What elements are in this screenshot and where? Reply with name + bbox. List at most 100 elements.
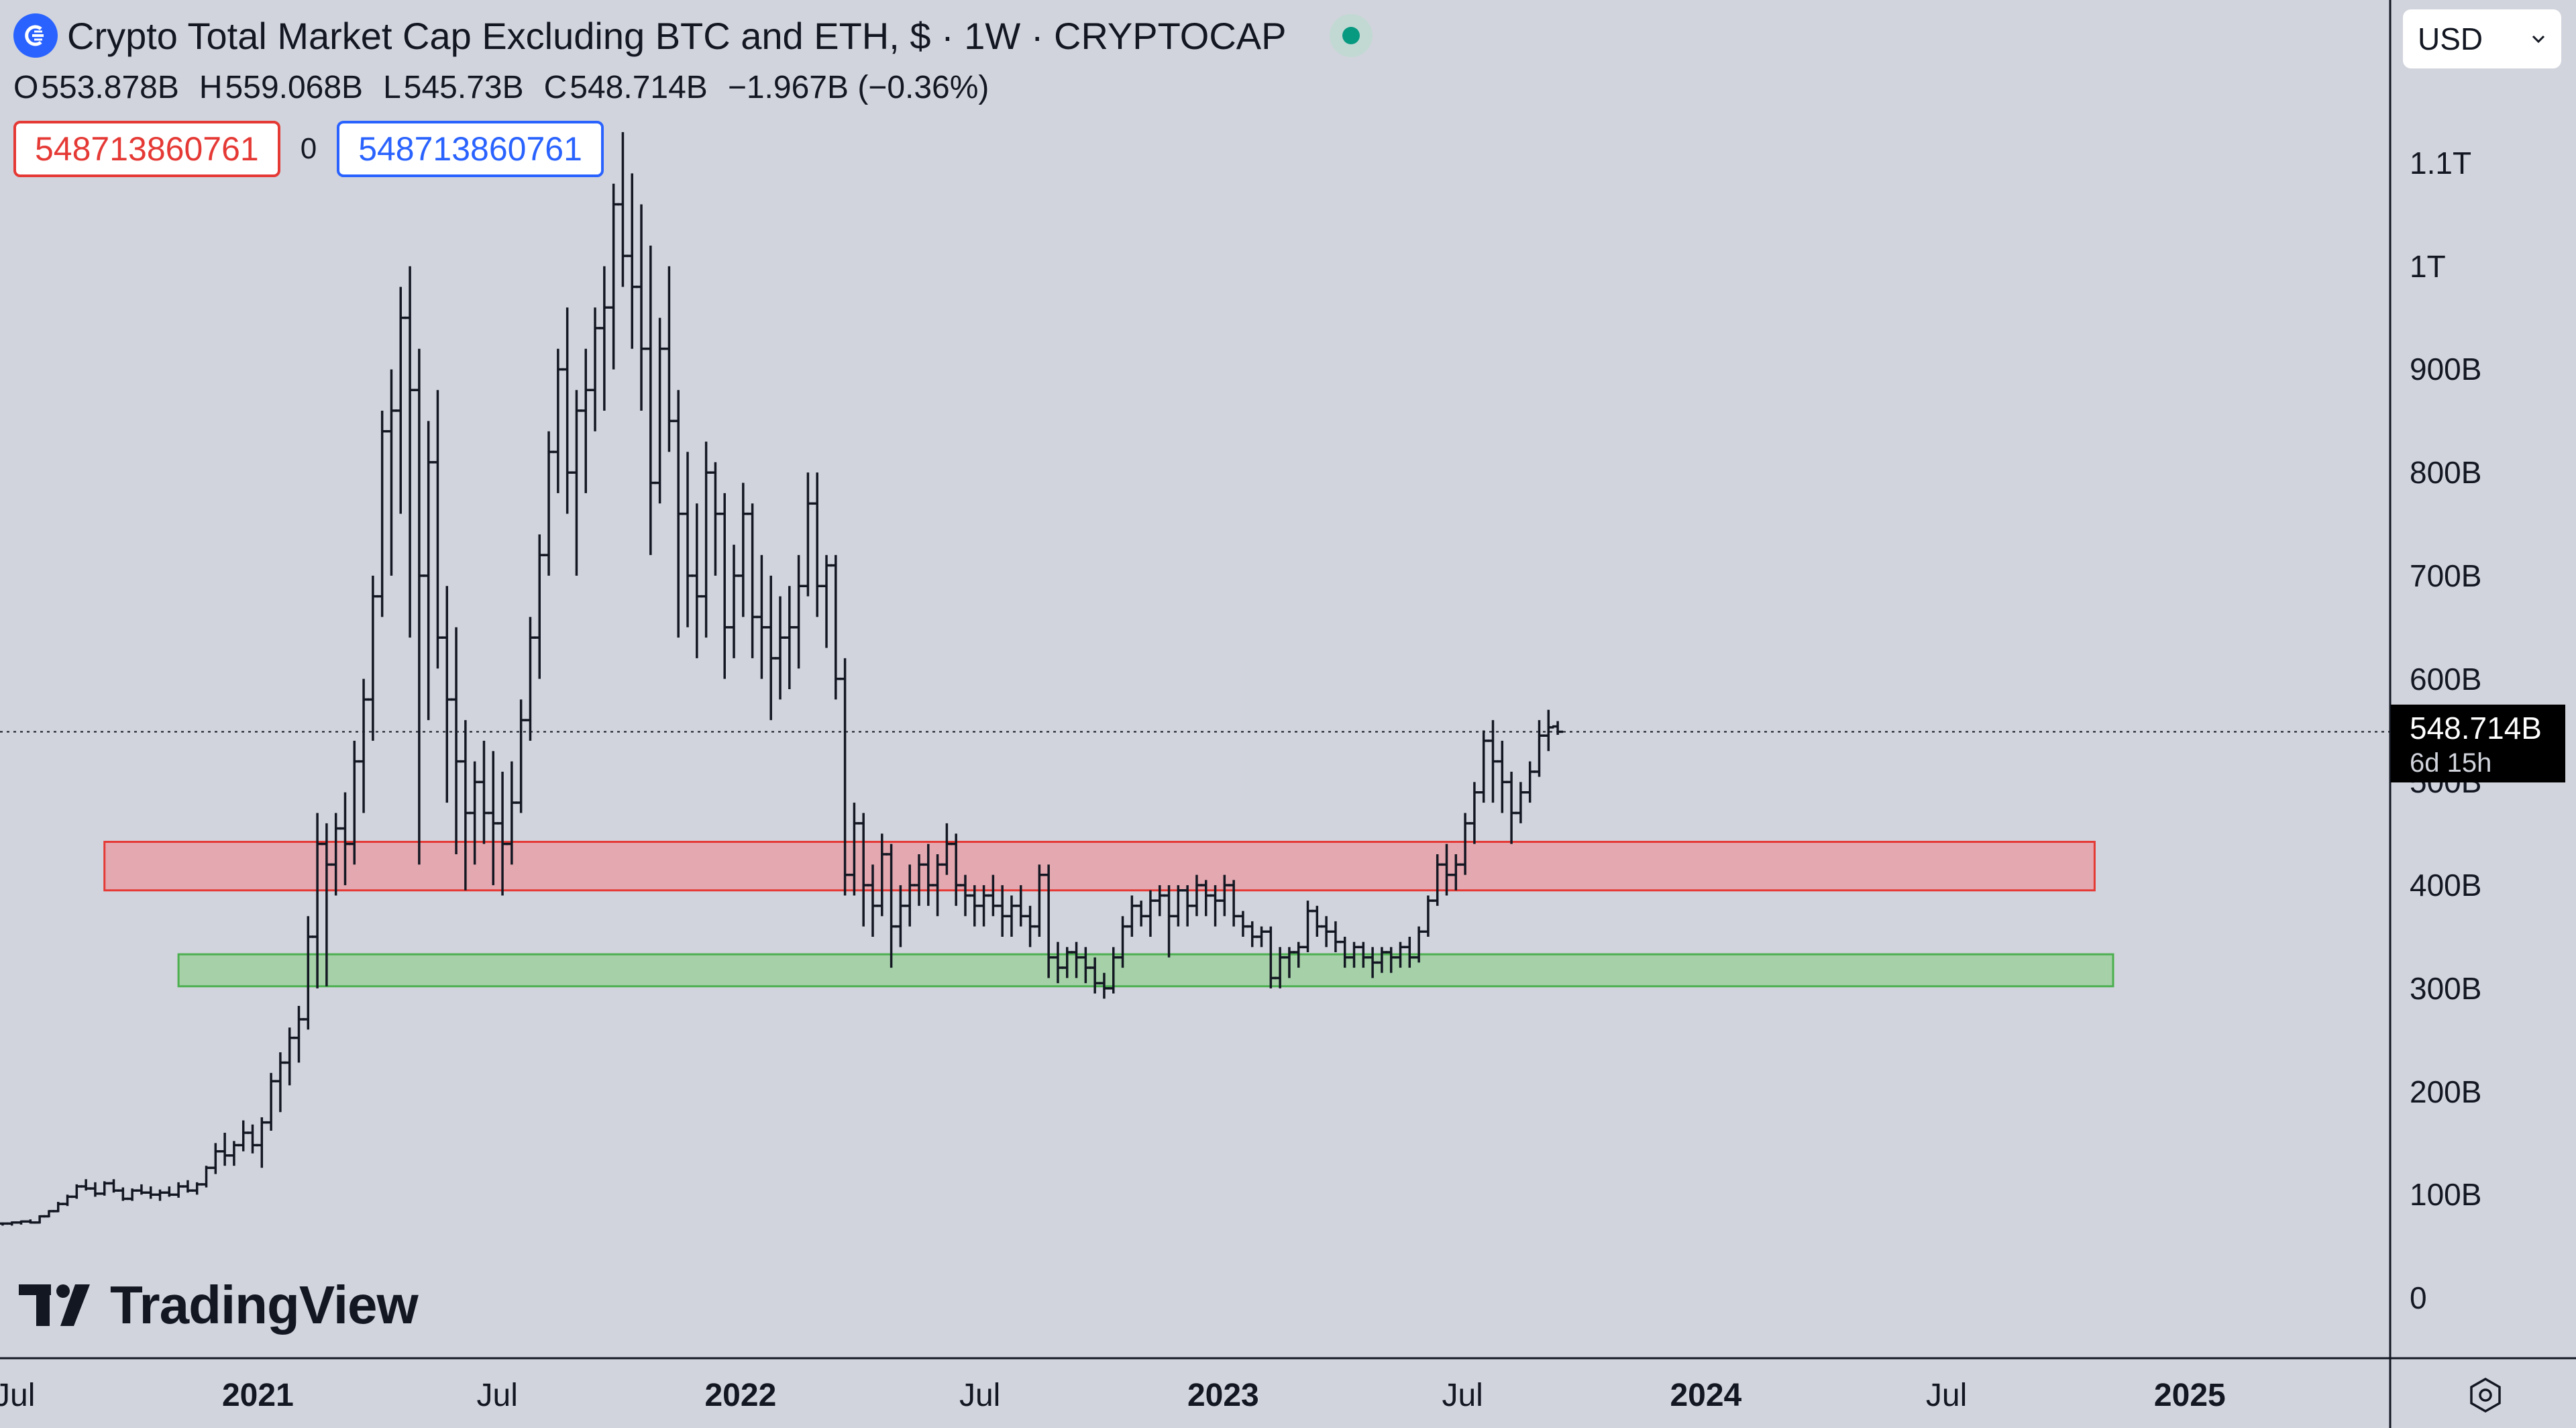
ohlc-bar [969,885,980,927]
ohlc-bar [645,245,656,556]
ohlc-bar [432,390,443,669]
last-price-value: 548.714B [2410,711,2542,746]
ohlc-bar [1330,921,1341,953]
ohlc-bar [376,410,388,617]
ohlc-bar [700,442,712,638]
ohlc-bar [756,555,767,679]
tradingview-logo[interactable]: TradingView [19,1275,419,1335]
time-axis-label: Jul [1442,1378,1483,1413]
ohlc-bar [395,287,407,514]
value-mid: 0 [300,132,317,165]
resistance-zone[interactable] [103,841,2096,892]
price-axis-label: 800B [2410,455,2482,491]
ohlc-bar [182,1180,193,1193]
ohlc-bar [247,1124,258,1154]
ohlc-bar [673,390,684,638]
ohlc-high: H559.068B [199,69,364,105]
time-axis-label: 2021 [221,1378,294,1413]
ohlc-close: C548.714B [543,69,708,105]
ohlc-bar [543,431,555,576]
ohlc-bar [99,1181,110,1196]
ohlc-bar [1015,885,1026,927]
ohlc-bar [145,1186,156,1199]
ohlc-bar [274,1052,286,1113]
ohlc-bar [108,1179,119,1193]
price-axis-label: 700B [2410,558,2482,593]
time-axis-label: Jul [1925,1378,1968,1413]
ohlc-bar [1497,740,1508,813]
price-axis-label: 400B [2410,868,2482,903]
ohlc-bar [423,421,434,721]
ohlc-bar [1024,905,1036,948]
ohlc-bar [52,1202,64,1213]
ohlc-bar [25,1219,36,1224]
bars-layer [0,132,1564,1226]
ohlc-bar [895,885,906,948]
ohlc-low: L545.73B [383,69,524,105]
value-input-right[interactable]: 548713860761 [337,121,604,177]
price-axis-label: 600B [2410,661,2482,697]
ohlc-bar [478,740,490,844]
ohlc-bar [1422,895,1434,937]
ohlc-bar [747,503,758,658]
ohlc-bar [1515,782,1526,823]
ohlc-open: O553.878B [13,69,179,105]
ohlc-bar [284,1027,295,1086]
ohlc-bar [1006,895,1017,937]
chevron-down-icon [2532,35,2545,44]
currency-select[interactable]: USD [2403,9,2561,68]
ohlc-bar [62,1194,73,1207]
ohlc-bar [729,544,740,658]
ohlc-bar [1543,709,1554,752]
ohlc-bar [571,390,582,576]
ohlc-bar [1524,761,1536,803]
symbol-title[interactable]: Crypto Total Market Cap Excluding BTC an… [67,14,1287,57]
ohlc-bar [80,1179,92,1191]
ohlc-bar [561,307,573,514]
ohlc-bar [237,1120,249,1152]
zone-layer [103,841,2114,988]
ohlc-bar [1321,916,1332,948]
ohlc-bar [997,885,1008,937]
ohlc-bar [1506,771,1517,844]
ohlc-bar [173,1182,184,1198]
ohlc-bar [127,1188,138,1201]
ohlc-bar [266,1072,277,1131]
ohlc-bar [210,1143,221,1174]
time-axis-label: Jul [959,1378,1001,1413]
ohlc-bar [1144,890,1156,937]
gear-hexagon-icon [2470,1377,2501,1413]
ohlc-bar [765,575,777,721]
ohlc-bar [552,348,564,493]
ohlc-bar [821,555,833,648]
ohlc-bar [228,1141,239,1166]
ohlc-bar [1126,895,1138,937]
ohlc-bar [1302,901,1313,953]
ohlc-bar [1552,721,1564,735]
ohlc-bar [1210,885,1221,927]
ohlc-bar [191,1182,203,1195]
bar-countdown: 6d 15h [2410,748,2492,778]
ohlc-bar [978,885,989,927]
settings-button[interactable] [2462,1372,2509,1419]
time-axis-label: 2025 [2153,1378,2226,1413]
ohlc-bar [515,699,527,813]
support-zone[interactable] [177,953,2114,988]
ohlc-bar [451,627,462,854]
ohlc-bar [201,1166,212,1188]
ohlc-bar [1173,885,1184,927]
live-dot-icon [1329,14,1373,57]
value-input-left[interactable]: 548713860761 [13,121,280,177]
tradingview-brand: TradingView [110,1275,419,1335]
ohlc-bar [117,1187,129,1201]
ohlc-bar [405,266,416,638]
ohlc-bar [293,1005,305,1063]
price-axis-label: 0 [2410,1280,2427,1315]
ohlc-bar [525,617,536,741]
price-axis-label: 1T [2410,248,2446,284]
ohlc-bar [15,1220,27,1225]
ohlc-bar [617,132,629,287]
ohlc-bar [164,1186,175,1197]
price-axis-label: 300B [2410,970,2482,1006]
